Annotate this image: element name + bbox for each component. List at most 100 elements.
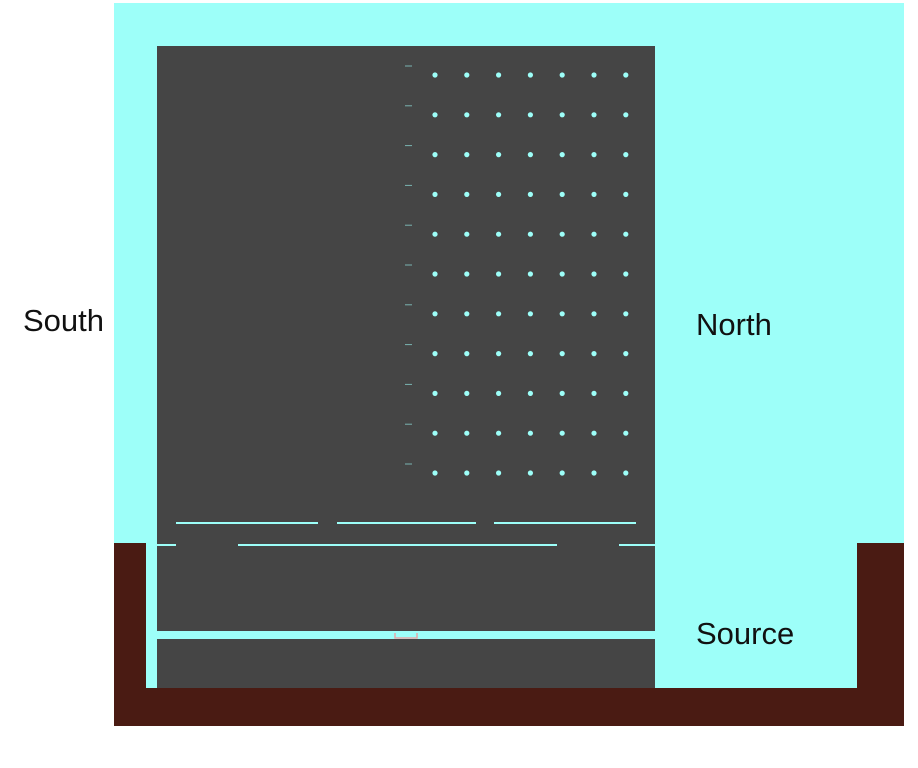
perforation-dot [623,271,629,277]
edge-notch [155,110,157,112]
source-marker [394,633,418,639]
perforation-dot [591,271,597,277]
perforation-dot [591,470,597,476]
perforation-dot [496,191,502,197]
edge-notch [155,370,157,372]
perforation-dot [559,351,565,357]
perforation-dot [591,72,597,78]
edge-notch [155,170,157,172]
perforation-dot [496,430,502,436]
perforation-dot [623,351,629,357]
edge-notch [155,290,157,292]
perforation-dot [432,112,438,118]
perforation-dot [496,311,502,317]
perforation-dot [432,271,438,277]
edge-notch [155,490,157,492]
perforation-dot [656,352,660,356]
perforation-dot [623,231,629,237]
perforation-dot [591,112,597,118]
perforation-dot [623,390,629,396]
edge-notch [155,210,157,212]
source-label: Source [696,616,795,651]
perforation-dot [527,152,534,158]
perforation-dot [432,470,438,476]
edge-notch [155,70,157,72]
perforation-dot [432,311,438,317]
perforation-dot [464,311,470,317]
perforation-dot [623,112,629,118]
perforation-dot [623,470,629,476]
perforation-dot [623,152,629,158]
perforation-dot [527,390,534,396]
perforation-dot [559,470,565,476]
perforation-dot [527,72,534,78]
perforation-dot [656,312,660,316]
perforation-dot [527,231,534,237]
perforation-dot [527,271,534,277]
perforation-dot [464,72,470,78]
edge-notch [155,230,157,232]
perforation-dot [559,430,565,436]
perforation-dot [432,152,438,158]
perforation-dot [496,390,502,396]
perforation-dot [591,231,597,237]
perforation-dot [496,152,502,158]
edge-notch [155,450,157,452]
perforation-dot [559,231,565,237]
perforation-dot [656,113,660,117]
perforation-dot [527,351,534,357]
perforation-dot [559,72,565,78]
perforation-dot [656,391,660,395]
perforation-dot [559,112,565,118]
perforation-dot [464,152,470,158]
perforation-dot [623,72,629,78]
perforation-dot [432,430,438,436]
perforation-dot [464,390,470,396]
dash-markers [405,65,412,465]
perforation-dot [559,152,565,158]
edge-notch [155,330,157,332]
north-label: North [696,307,772,342]
perforation-grid [432,72,660,476]
perforation-dot [464,231,470,237]
perforation-dot [496,351,502,357]
perforation-dot [559,191,565,197]
edge-notches [155,70,157,512]
perforation-dot [656,272,660,276]
edge-notch [155,410,157,412]
edge-notch [155,150,157,152]
south-label: South [23,303,105,338]
perforation-dot [496,72,502,78]
perforation-dot [432,72,438,78]
perforation-dot [464,112,470,118]
perforation-dot [464,470,470,476]
edge-notch [155,470,157,472]
perforation-dot [432,351,438,357]
edge-notch [155,510,157,512]
perforation-dot [432,390,438,396]
perforation-dot [559,311,565,317]
perforation-dot [591,390,597,396]
perforation-dot [591,311,597,317]
perforation-dot [656,471,660,475]
perforation-dot [496,112,502,118]
perforation-dot [464,430,470,436]
perforation-dot [464,271,470,277]
perforation-dot [656,73,660,77]
perforation-dot [591,351,597,357]
perforation-dot [656,153,660,157]
perforation-dot [464,191,470,197]
perforation-dot [656,431,660,435]
edge-notch [155,250,157,252]
perforation-dot [656,192,660,196]
perforation-dot [527,112,534,118]
perforation-dot [496,271,502,277]
building-block [157,46,655,631]
perforation-dot [591,430,597,436]
perforation-dot [527,311,534,317]
perforation-dot [623,311,629,317]
horizontal-slots [157,522,655,546]
edge-notch [155,390,157,392]
perforation-dot [527,191,534,197]
